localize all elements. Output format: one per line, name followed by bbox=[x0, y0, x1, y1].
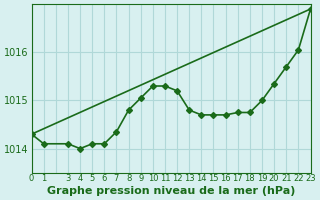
X-axis label: Graphe pression niveau de la mer (hPa): Graphe pression niveau de la mer (hPa) bbox=[47, 186, 295, 196]
